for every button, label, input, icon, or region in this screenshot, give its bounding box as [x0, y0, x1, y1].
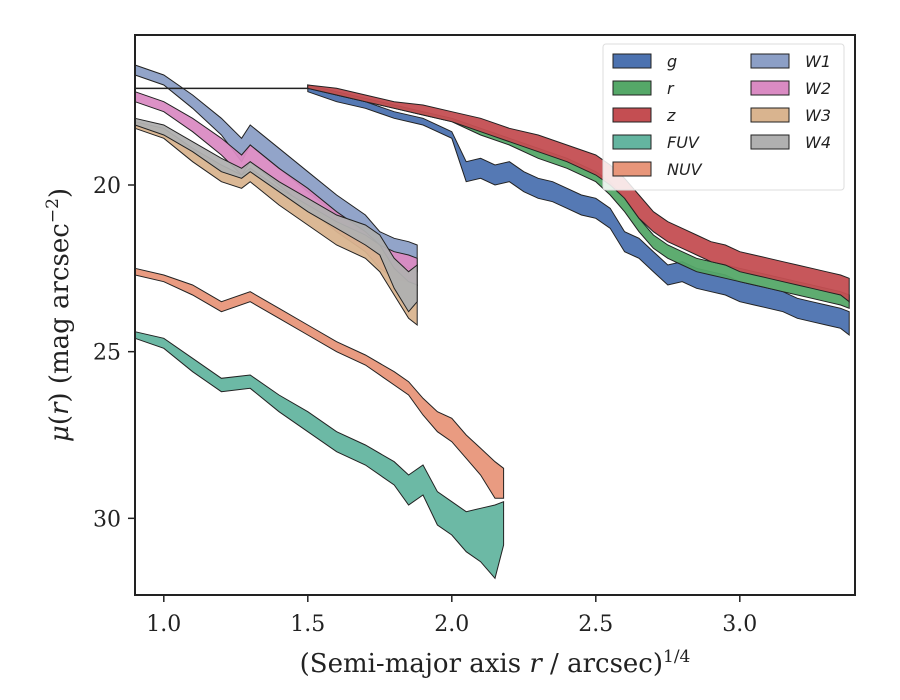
band-w4	[134, 117, 418, 313]
legend-swatch-nuv	[612, 161, 652, 177]
legend-label-z: z	[666, 106, 676, 125]
x-axis: 1.0 1.5 2.0 2.5 3.0	[146, 595, 757, 637]
legend: grz FUV NUV W1 W2 W3 W4	[602, 43, 845, 191]
x-tick-label: 1.0	[146, 612, 181, 637]
legend-label-w3: W3	[805, 106, 831, 125]
legend-swatch-w4	[750, 134, 790, 150]
legend-label-w4: W4	[805, 133, 831, 152]
legend-label-w2: W2	[805, 79, 831, 98]
x-tick-label: 2.0	[434, 612, 469, 637]
legend-swatch-w2	[750, 80, 790, 96]
y-tick-label: 25	[93, 341, 121, 366]
band-fuv	[134, 331, 505, 580]
legend-swatch-w1	[750, 53, 790, 69]
legend-swatch-fuv	[612, 134, 652, 150]
y-axis-label: μ(r) (mag arcsec−2)	[43, 188, 75, 442]
legend-swatch-g	[612, 53, 652, 69]
legend-swatch-z	[612, 107, 652, 123]
y-axis: 20 25 30	[93, 174, 135, 532]
x-axis-label: (Semi-major axis r / arcsec)1/4	[300, 647, 691, 679]
y-tick-label: 20	[93, 174, 121, 199]
legend-label-fuv: FUV	[667, 133, 700, 152]
legend-label-r: r	[667, 79, 675, 98]
x-tick-label: 2.5	[578, 612, 613, 637]
legend-label-g: g	[667, 52, 677, 71]
y-tick-label: 30	[93, 507, 121, 532]
legend-swatch-w3	[750, 107, 790, 123]
x-tick-label: 1.5	[290, 612, 325, 637]
band-layer	[134, 64, 850, 580]
band-z	[307, 84, 850, 303]
legend-swatch-r	[612, 80, 652, 96]
band-nuv	[134, 267, 505, 499]
legend-label-w1: W1	[805, 52, 831, 71]
legend-label-nuv: NUV	[667, 160, 703, 179]
plot-frame	[134, 34, 856, 596]
x-tick-label: 3.0	[722, 612, 757, 637]
